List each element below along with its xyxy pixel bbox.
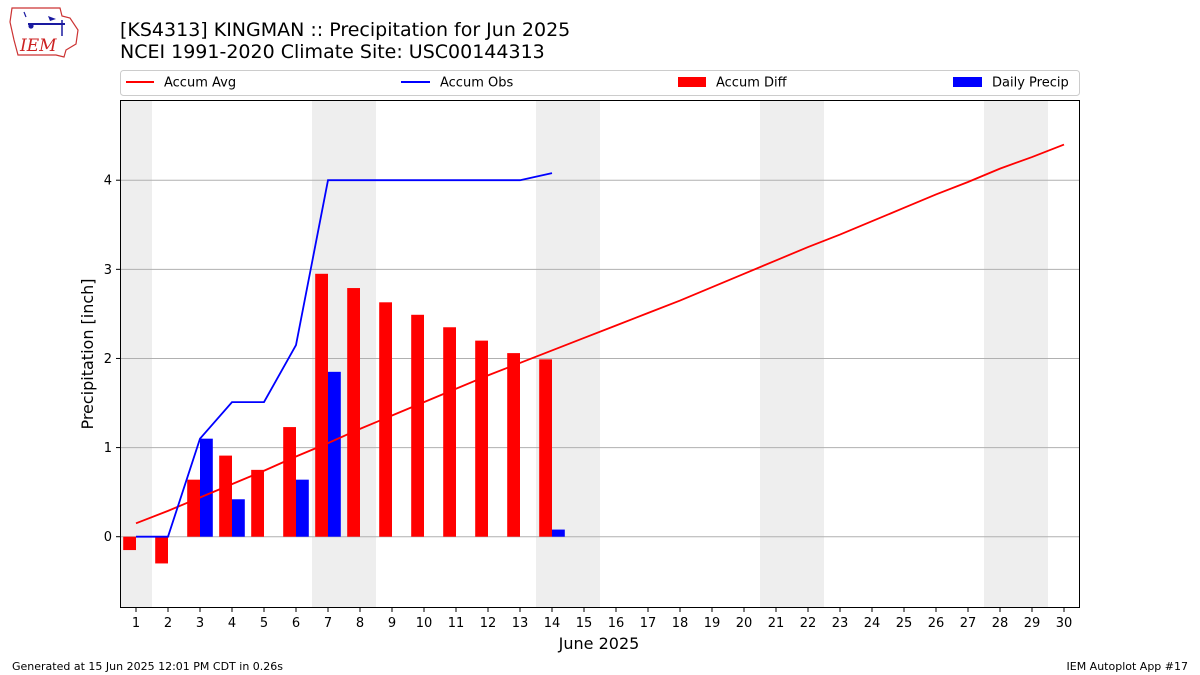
x-tick-label: 27 bbox=[960, 616, 977, 631]
y-tick-label: 0 bbox=[104, 530, 112, 545]
legend-label-accum-avg: Accum Avg bbox=[164, 76, 236, 91]
x-tick-label: 30 bbox=[1056, 616, 1073, 631]
logo-text: IEM bbox=[19, 36, 57, 56]
y-tick-label: 1 bbox=[104, 441, 112, 456]
y-tick-label: 2 bbox=[104, 352, 112, 367]
weekend-band-day-15 bbox=[568, 100, 600, 608]
station-icon bbox=[23, 11, 65, 36]
x-tick-label: 24 bbox=[864, 616, 881, 631]
footer-app: IEM Autoplot App #17 bbox=[1067, 660, 1189, 673]
x-tick-label: 5 bbox=[260, 616, 268, 631]
x-axis-ticks: 1 2 3 4 5 6 7 8 9 10 11 12 13 14 15 16 17 18 19 20 21 22 23 24 2… bbox=[132, 608, 1072, 631]
bar-accum-diff-day-1[interactable] bbox=[123, 536, 136, 551]
bar-accum-diff-day-13[interactable] bbox=[507, 353, 520, 537]
bar-daily-precip-day-4[interactable] bbox=[232, 499, 245, 537]
legend-label-accum-obs: Accum Obs bbox=[440, 76, 513, 91]
line-accum-obs[interactable] bbox=[136, 172, 553, 538]
weekend-band-day-29 bbox=[1016, 100, 1048, 608]
y-axis-ticks: 0 1 2 3 4 bbox=[104, 174, 120, 545]
bar-accum-diff-day-2[interactable] bbox=[155, 536, 168, 564]
weekend-band-day-22 bbox=[792, 100, 824, 608]
bar-daily-precip-day-14[interactable] bbox=[552, 529, 565, 537]
legend-label-daily-precip: Daily Precip bbox=[992, 76, 1069, 91]
bar-accum-diff-day-3[interactable] bbox=[187, 479, 200, 537]
iem-logo[interactable]: IEM bbox=[9, 7, 79, 58]
legend-label-accum-diff: Accum Diff bbox=[716, 76, 788, 91]
lines bbox=[135, 143, 1065, 538]
x-tick-label: 18 bbox=[672, 616, 689, 631]
x-tick-label: 7 bbox=[324, 616, 332, 631]
bar-accum-diff-day-14[interactable] bbox=[539, 359, 552, 537]
y-axis-label: Precipitation [inch] bbox=[78, 278, 97, 429]
bar-daily-precip-day-6[interactable] bbox=[296, 479, 309, 537]
bars bbox=[123, 273, 565, 564]
y-tick-label: 3 bbox=[104, 263, 112, 278]
chart-title: [KS4313] KINGMAN :: Precipitation for Ju… bbox=[120, 19, 570, 41]
x-tick-label: 4 bbox=[228, 616, 236, 631]
legend-item-accum-obs[interactable]: Accum Obs bbox=[401, 76, 513, 91]
legend: Accum Avg Accum Obs Accum Diff Daily Pre… bbox=[120, 70, 1080, 96]
x-tick-label: 26 bbox=[928, 616, 945, 631]
weekend-band-day-21 bbox=[760, 100, 792, 608]
legend-swatch-daily-precip bbox=[953, 77, 982, 87]
x-tick-label: 11 bbox=[448, 616, 465, 631]
legend-item-daily-precip[interactable]: Daily Precip bbox=[953, 76, 1069, 91]
x-tick-label: 19 bbox=[704, 616, 721, 631]
bar-accum-diff-day-7[interactable] bbox=[315, 273, 328, 537]
x-tick-label: 8 bbox=[356, 616, 364, 631]
weekend-band-day-1 bbox=[120, 100, 152, 608]
y-tick-label: 4 bbox=[104, 174, 112, 189]
bar-daily-precip-day-7[interactable] bbox=[328, 371, 341, 537]
line-accum-avg[interactable] bbox=[135, 143, 1065, 525]
x-tick-label: 16 bbox=[608, 616, 625, 631]
weekend-band-day-28 bbox=[984, 100, 1016, 608]
gridlines bbox=[120, 179, 1080, 538]
plot-area-frame bbox=[120, 100, 1080, 608]
bar-daily-precip-day-3[interactable] bbox=[200, 438, 213, 537]
x-tick-label: 22 bbox=[800, 616, 817, 631]
x-tick-label: 2 bbox=[164, 616, 172, 631]
footer-generated: Generated at 15 Jun 2025 12:01 PM CDT in… bbox=[12, 660, 283, 673]
x-tick-label: 1 bbox=[132, 616, 140, 631]
chart-subtitle: NCEI 1991-2020 Climate Site: USC00144313 bbox=[120, 41, 545, 63]
bar-accum-diff-day-10[interactable] bbox=[411, 314, 424, 537]
x-tick-label: 9 bbox=[388, 616, 396, 631]
x-tick-label: 13 bbox=[512, 616, 529, 631]
x-tick-label: 14 bbox=[544, 616, 561, 631]
legend-swatch-accum-diff bbox=[678, 77, 706, 87]
x-tick-label: 17 bbox=[640, 616, 657, 631]
x-tick-label: 20 bbox=[736, 616, 753, 631]
bar-accum-diff-day-12[interactable] bbox=[475, 340, 488, 537]
bar-accum-diff-day-5[interactable] bbox=[251, 469, 264, 537]
bar-accum-diff-day-11[interactable] bbox=[443, 327, 456, 537]
bar-accum-diff-day-6[interactable] bbox=[283, 427, 296, 537]
legend-frame bbox=[120, 70, 1080, 96]
x-tick-label: 28 bbox=[992, 616, 1009, 631]
legend-item-accum-diff[interactable]: Accum Diff bbox=[678, 76, 788, 91]
x-tick-label: 6 bbox=[292, 616, 300, 631]
x-tick-label: 25 bbox=[896, 616, 913, 631]
legend-item-accum-avg[interactable]: Accum Avg bbox=[126, 76, 236, 91]
x-tick-label: 10 bbox=[416, 616, 433, 631]
x-tick-label: 15 bbox=[576, 616, 593, 631]
x-tick-label: 29 bbox=[1024, 616, 1041, 631]
x-tick-label: 23 bbox=[832, 616, 849, 631]
x-tick-label: 3 bbox=[196, 616, 204, 631]
bar-accum-diff-day-9[interactable] bbox=[379, 302, 392, 537]
x-tick-label: 21 bbox=[768, 616, 785, 631]
bar-accum-diff-day-4[interactable] bbox=[219, 455, 232, 537]
x-tick-label: 12 bbox=[480, 616, 497, 631]
bar-accum-diff-day-8[interactable] bbox=[347, 288, 360, 537]
x-axis-label: June 2025 bbox=[558, 634, 640, 653]
